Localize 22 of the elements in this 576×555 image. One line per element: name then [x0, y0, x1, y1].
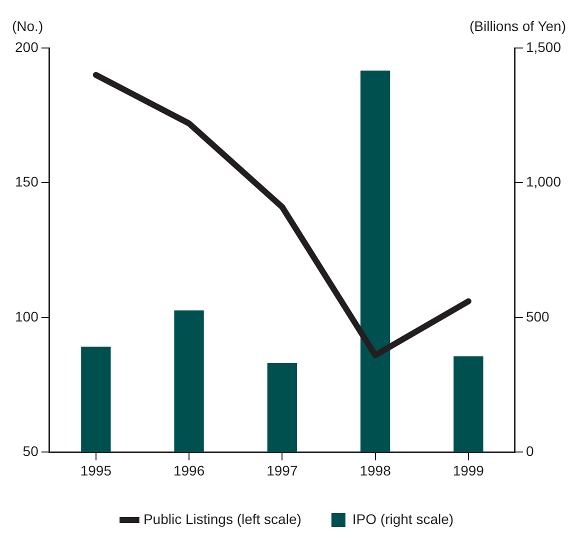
x-tick-label: 1996 [173, 462, 205, 478]
x-tick-label: 1998 [360, 462, 392, 478]
bar [267, 362, 297, 452]
bar [454, 356, 484, 452]
y2-tick-label: 0 [526, 443, 534, 460]
y-axis-title: (No.) [12, 18, 44, 34]
y2-tick-label: 500 [526, 308, 550, 324]
x-tick-label: 1999 [452, 462, 484, 478]
bar [81, 346, 111, 452]
bar [360, 70, 390, 452]
y2-tick-label: 1,500 [526, 38, 562, 55]
y-tick-label: 200 [15, 38, 39, 55]
y-tick-label: 50 [22, 443, 39, 460]
x-tick-label: 1997 [266, 462, 298, 478]
bar [174, 310, 204, 452]
legend-label: Public Listings (left scale) [143, 510, 302, 527]
legend-label: IPO (right scale) [352, 510, 454, 527]
y-tick-label: 100 [15, 308, 39, 324]
y2-axis-title: (Billions of Yen) [469, 18, 566, 34]
x-tick-label: 1995 [80, 462, 112, 478]
y-tick-label: 150 [15, 174, 39, 190]
y2-tick-label: 1,000 [526, 174, 562, 190]
